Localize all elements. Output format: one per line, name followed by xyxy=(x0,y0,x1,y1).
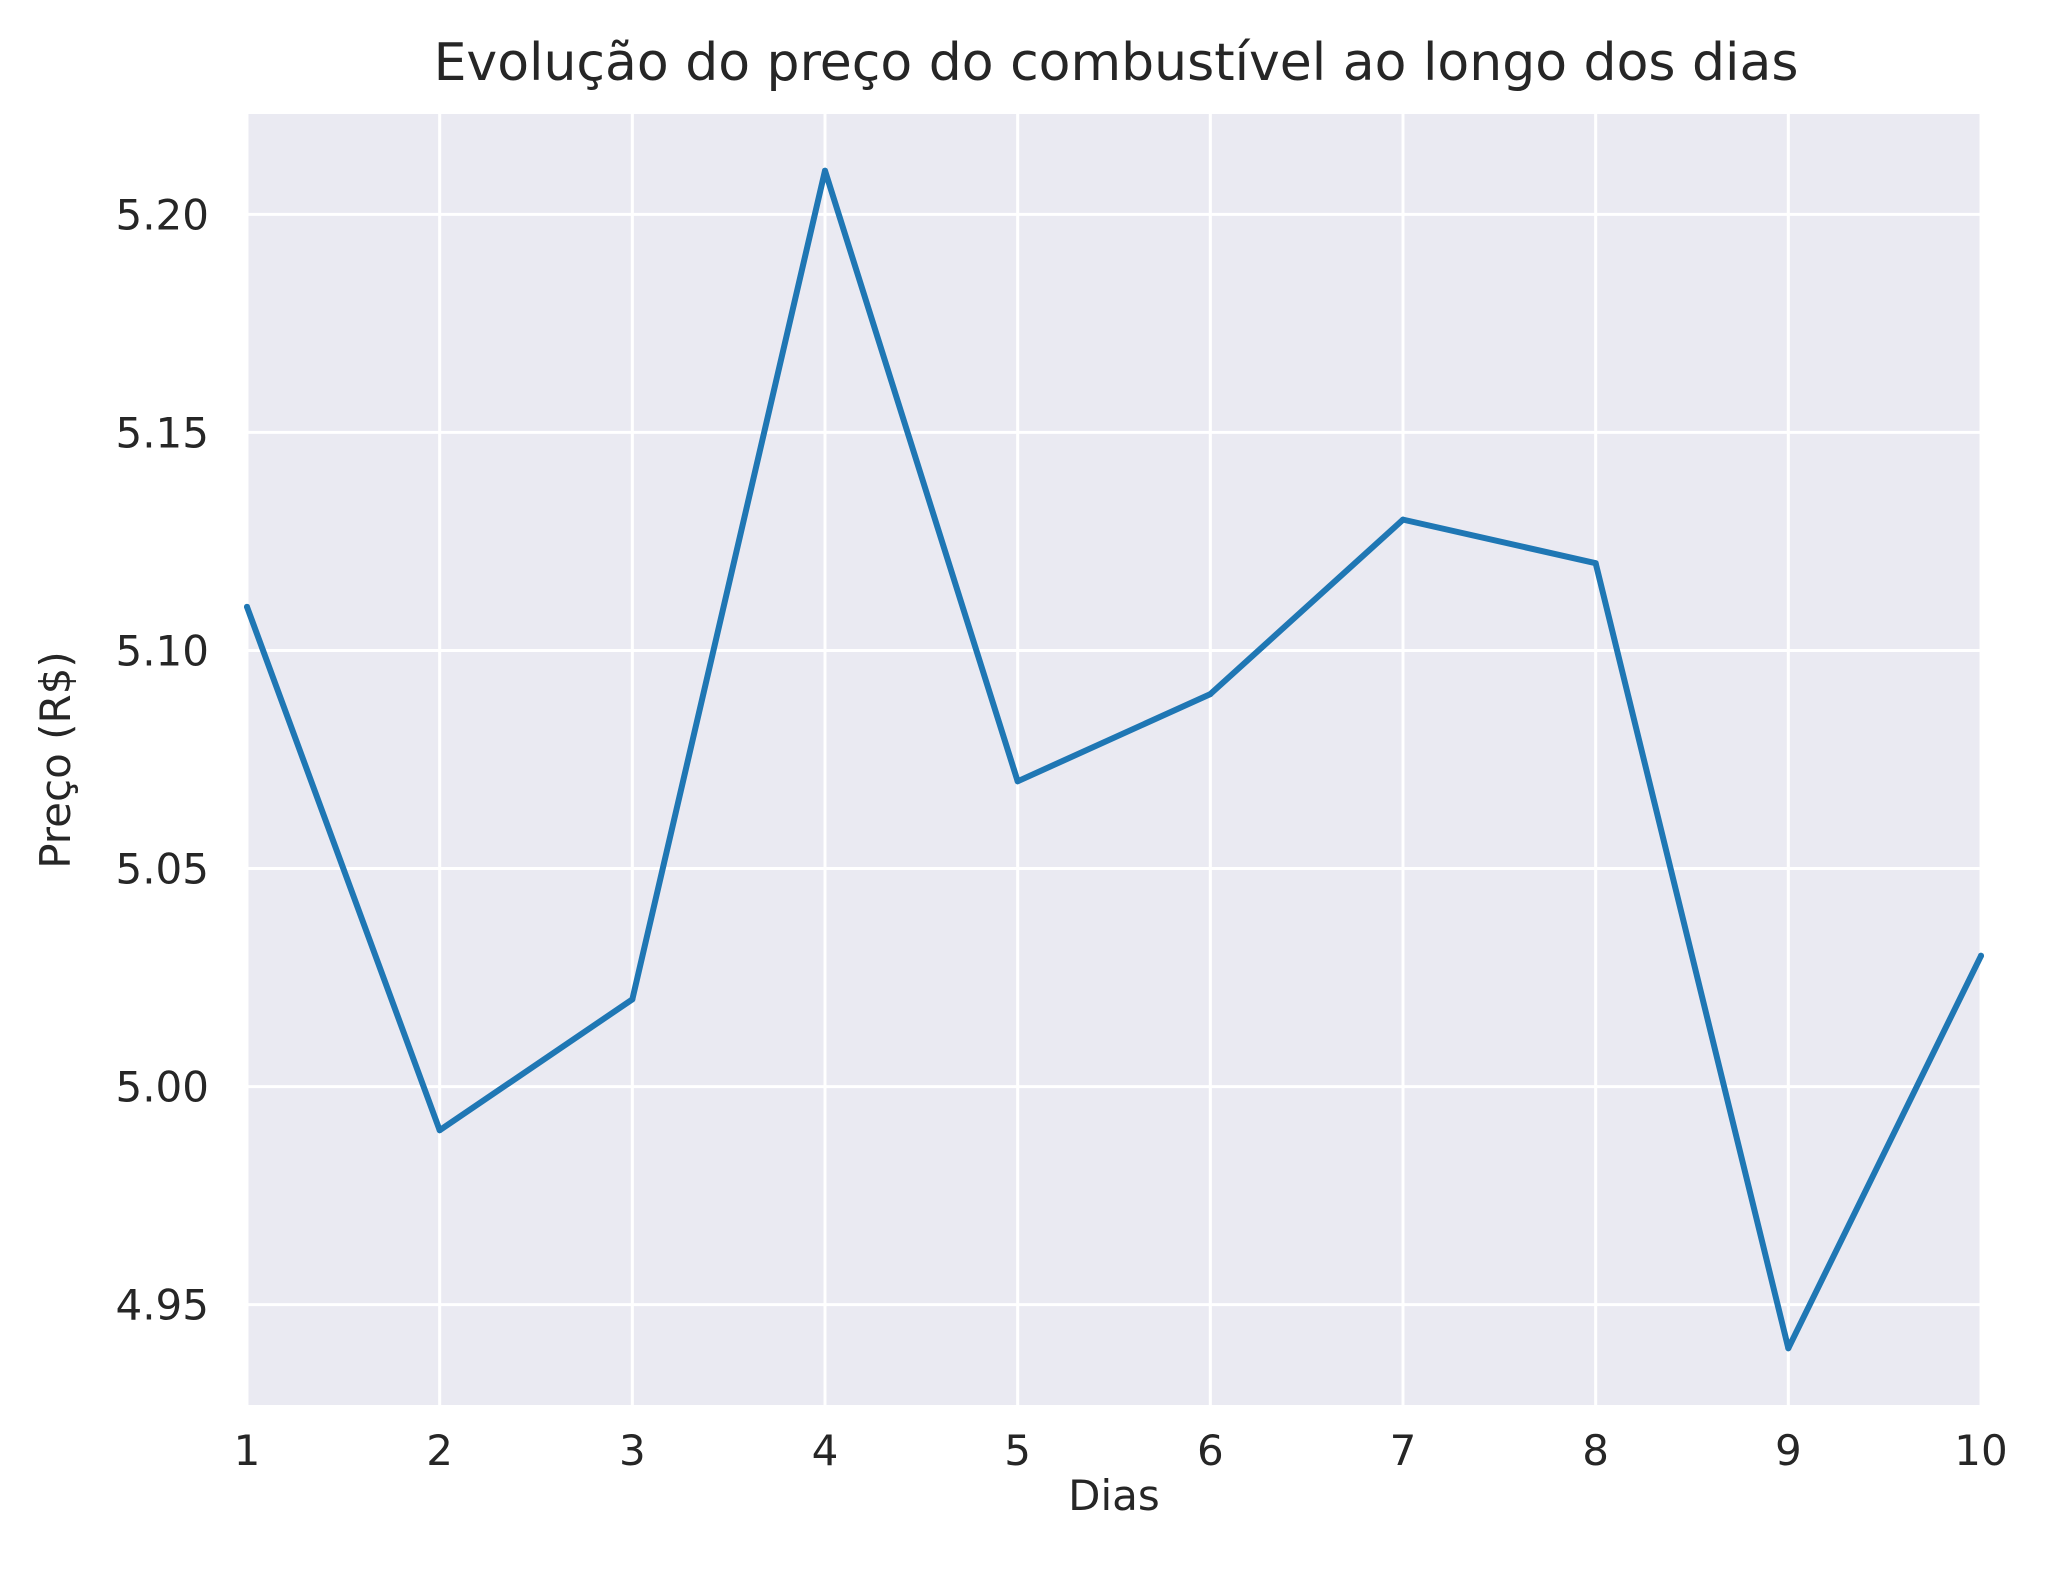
plot-area xyxy=(247,114,1981,1405)
data-point xyxy=(1207,691,1214,698)
x-axis-label: Dias xyxy=(1068,1471,1160,1520)
y-tick-label: 5.15 xyxy=(115,408,209,457)
data-point xyxy=(1014,778,1021,785)
data-point xyxy=(1785,1345,1792,1352)
x-tick-label: 1 xyxy=(234,1426,261,1475)
x-tick-label: 2 xyxy=(426,1426,453,1475)
x-tick-label: 8 xyxy=(1582,1426,1609,1475)
y-tick-label: 5.10 xyxy=(115,626,209,675)
chart-title: Evolução do preço do combustível ao long… xyxy=(434,33,1799,93)
y-axis-label: Preço (R$) xyxy=(31,651,80,869)
x-tick-label: 4 xyxy=(812,1426,839,1475)
y-axis-ticks: 4.95 5.00 5.05 5.10 5.15 5.20 xyxy=(115,190,209,1329)
x-tick-label: 3 xyxy=(619,1426,646,1475)
data-point xyxy=(1592,560,1599,567)
data-point xyxy=(1978,952,1984,959)
series-line xyxy=(244,167,1984,1352)
grid-lines xyxy=(245,114,1983,1405)
x-tick-label: 6 xyxy=(1197,1426,1224,1475)
data-point xyxy=(436,1127,443,1134)
series-layer xyxy=(244,167,1984,1352)
y-tick-label: 5.20 xyxy=(115,190,209,239)
y-tick-label: 5.05 xyxy=(115,845,209,894)
x-tick-label: 10 xyxy=(1954,1426,2007,1475)
x-axis-ticks: 1 2 3 4 5 6 7 8 9 10 xyxy=(234,1426,2008,1475)
y-tick-label: 5.00 xyxy=(115,1063,209,1112)
y-tick-label: 4.95 xyxy=(115,1281,209,1330)
data-point xyxy=(244,603,250,610)
data-point xyxy=(822,167,828,174)
x-tick-label: 7 xyxy=(1390,1426,1417,1475)
x-tick-label: 5 xyxy=(1004,1426,1031,1475)
data-point xyxy=(1400,516,1406,523)
data-point xyxy=(629,996,636,1003)
x-tick-label: 9 xyxy=(1775,1426,1802,1475)
